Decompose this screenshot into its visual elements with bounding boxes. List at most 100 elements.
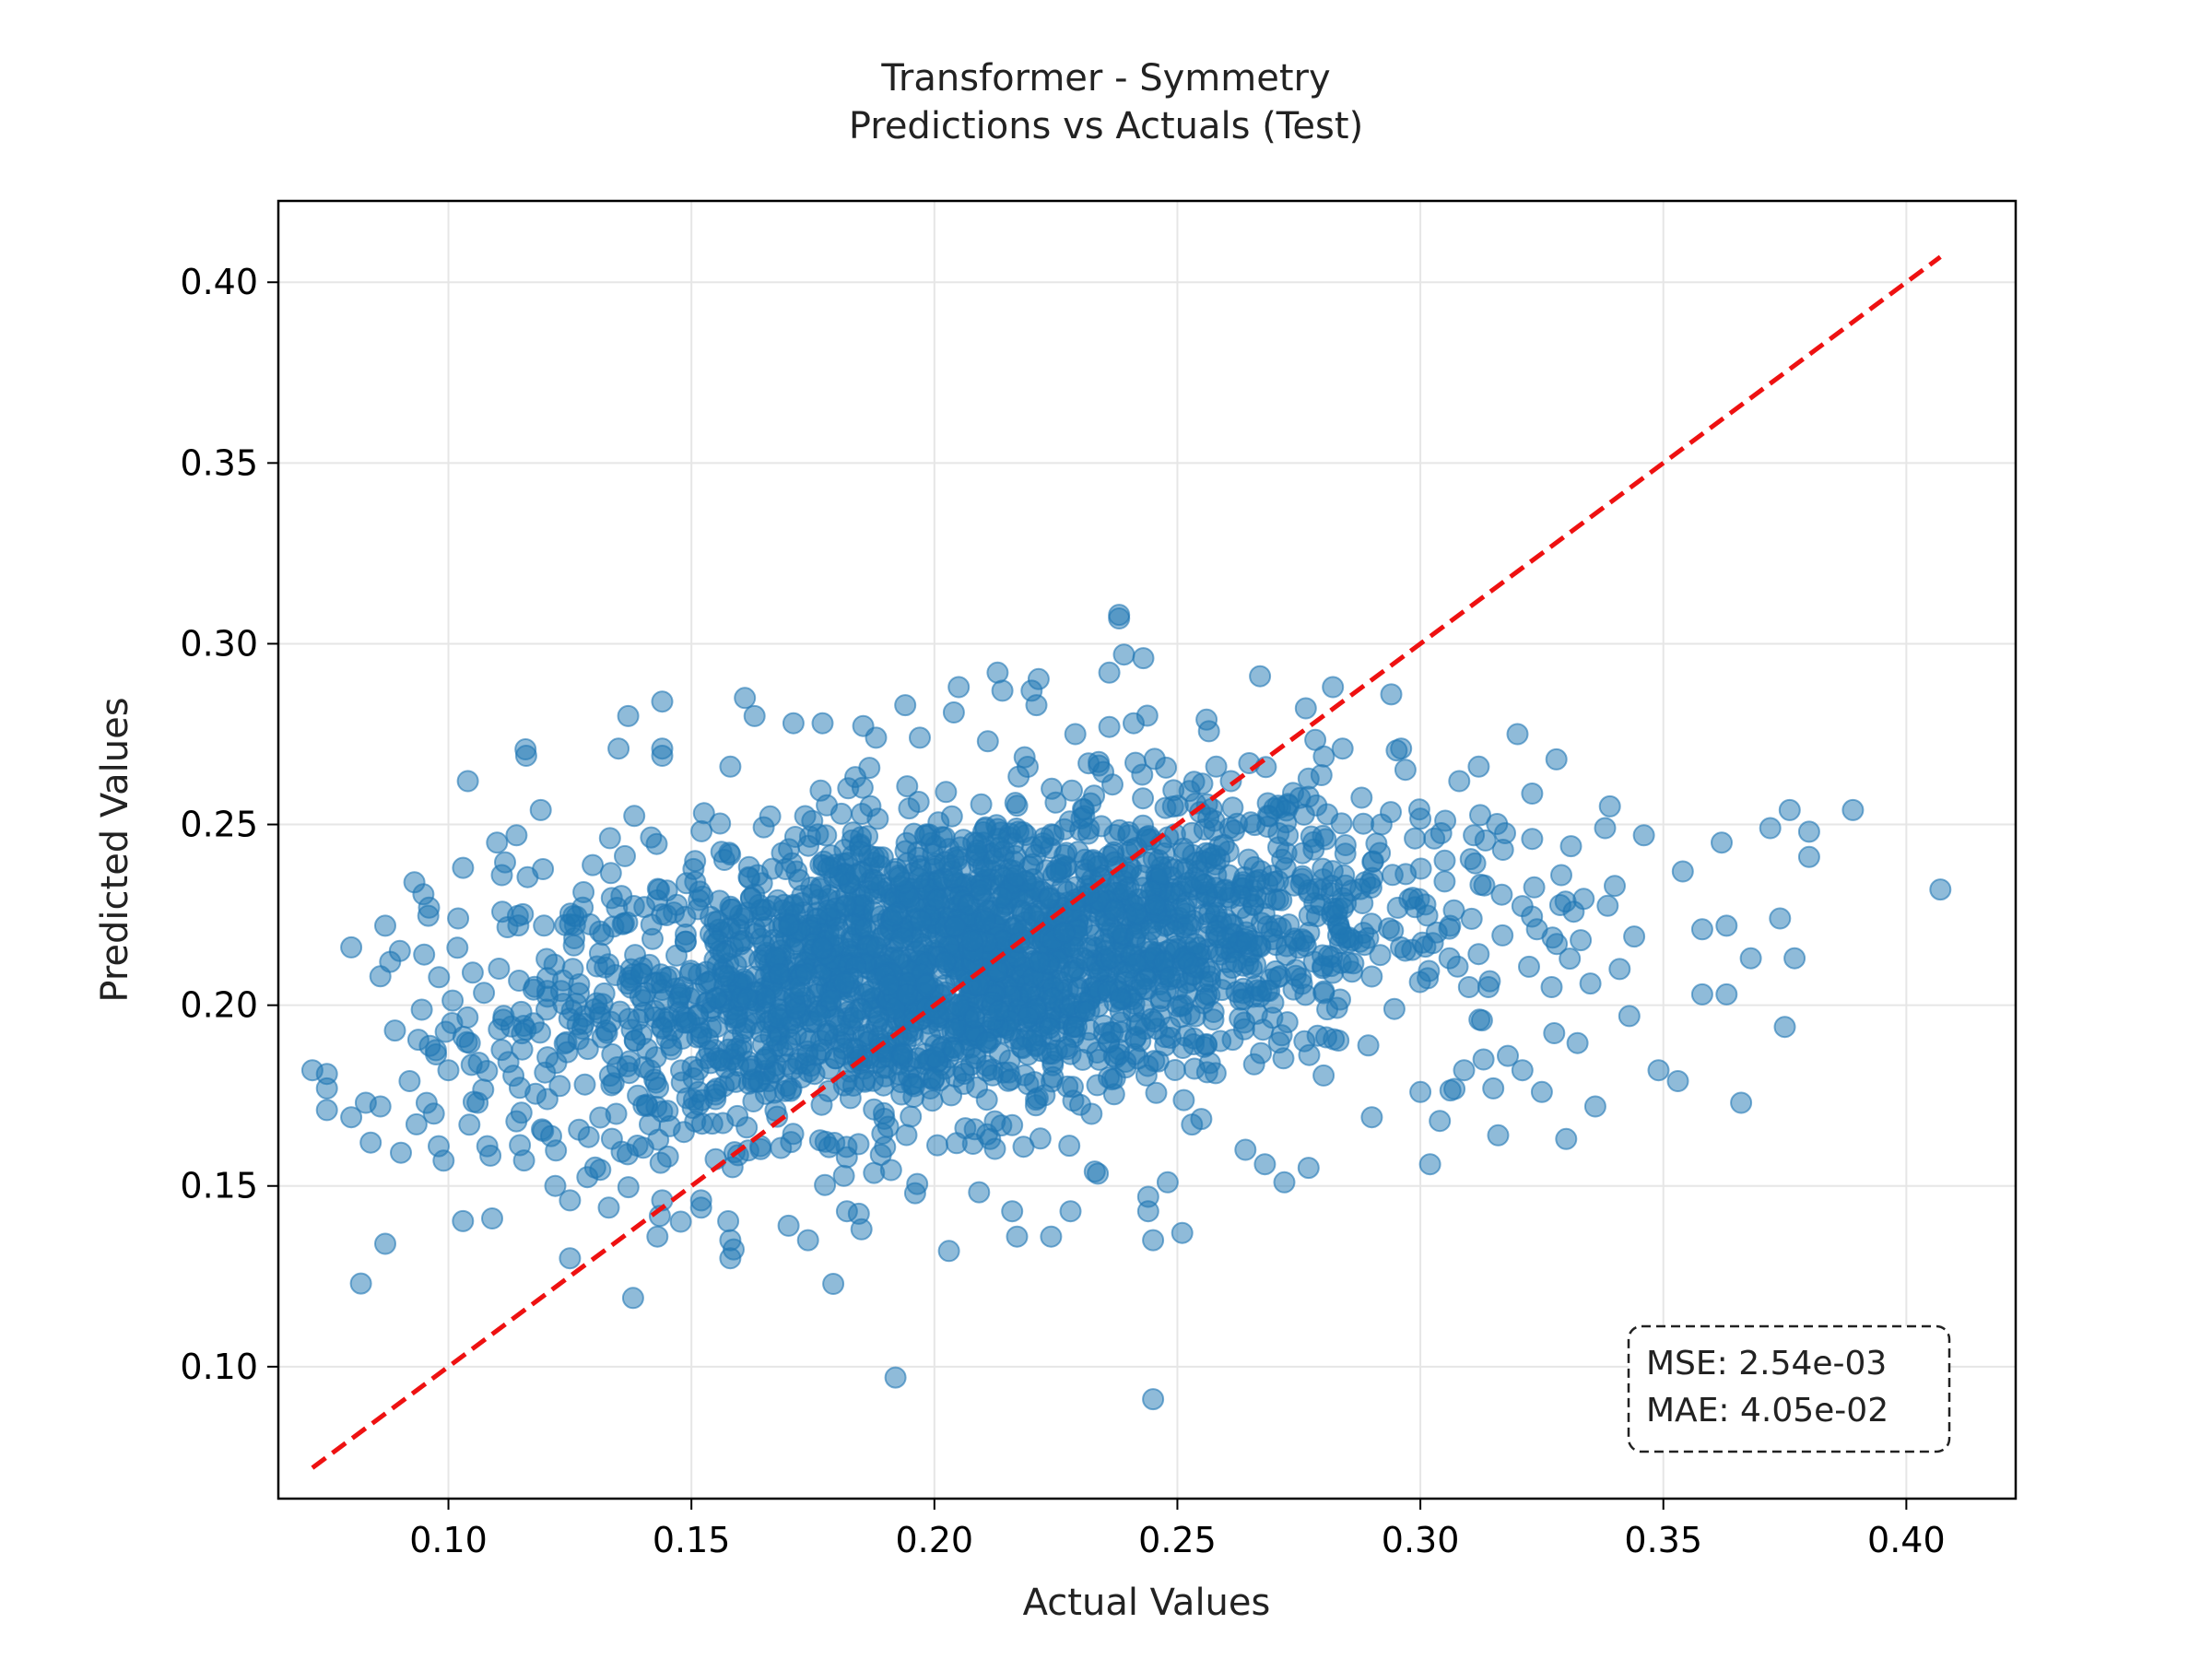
scatter-point: [559, 1247, 582, 1270]
scatter-point: [890, 1083, 913, 1106]
scatter-point: [830, 802, 853, 825]
scatter-point: [466, 1091, 489, 1114]
scatter-point: [529, 798, 552, 821]
scatter-point: [481, 1207, 503, 1230]
scatter-point: [975, 1030, 998, 1053]
scatter-point: [418, 1034, 441, 1057]
scatter-point: [623, 805, 646, 828]
scatter-point: [782, 1123, 805, 1146]
scatter-point: [991, 679, 1014, 702]
scatter-point: [1100, 1068, 1124, 1091]
scatter-point: [1012, 1135, 1035, 1159]
scatter-point: [747, 864, 770, 887]
scatter-point: [658, 1114, 681, 1137]
scatter-point: [1425, 921, 1448, 944]
y-tick-label: 0.20: [180, 985, 258, 1026]
scatter-point: [935, 781, 958, 804]
scatter-point: [1132, 787, 1155, 810]
scatter-point: [1032, 827, 1055, 850]
scatter-point: [1236, 905, 1259, 928]
metrics-box-frame: [1627, 1324, 1951, 1453]
scatter-point: [987, 960, 1009, 983]
scatter-point: [1123, 712, 1145, 735]
scatter-point: [1467, 755, 1490, 778]
scatter-point: [607, 737, 630, 760]
scatter-point: [1550, 864, 1572, 887]
scatter-point: [947, 994, 971, 1018]
scatter-point: [1385, 739, 1408, 762]
scatter-point: [1053, 843, 1077, 866]
scatter-point: [933, 826, 956, 849]
scatter-point: [441, 989, 465, 1012]
scatter-point: [937, 1240, 960, 1263]
scatter-point: [1497, 1044, 1519, 1067]
scatter-point: [349, 1272, 372, 1295]
scatter-point: [1038, 887, 1060, 910]
scatter-point: [1518, 955, 1540, 978]
x-tick-label: 0.40: [1867, 1520, 1946, 1560]
scatter-point: [315, 1077, 338, 1100]
scatter-point: [467, 1052, 490, 1075]
scatter-point: [801, 809, 824, 832]
scatter-point: [1316, 803, 1339, 826]
scatter-point: [655, 904, 678, 926]
scatter-point: [835, 1135, 858, 1159]
scatter-point: [1477, 976, 1500, 998]
x-tick-label: 0.15: [653, 1520, 731, 1560]
scatter-point: [926, 1134, 948, 1157]
scatter-point: [1045, 1039, 1068, 1062]
scatter-point: [1690, 918, 1713, 941]
scatter-point: [1598, 794, 1621, 818]
scatter-point: [651, 745, 674, 767]
scatter-point: [822, 1273, 845, 1295]
scatter-point: [1312, 982, 1335, 1005]
scatter-point: [1061, 779, 1083, 802]
scatter-point: [1142, 1229, 1165, 1252]
scatter-point: [1252, 1018, 1275, 1041]
scatter-point: [1491, 924, 1514, 947]
scatter-point: [1108, 818, 1131, 841]
scatter-point: [509, 1134, 532, 1157]
scatter-point: [796, 1229, 819, 1252]
scatter-point: [1583, 1095, 1606, 1118]
scatter-point: [1523, 876, 1546, 899]
scatter-point: [1112, 643, 1135, 666]
scatter-point: [942, 701, 965, 724]
scatter-point: [1044, 791, 1067, 814]
scatter-point: [1511, 1059, 1534, 1082]
scatter-point: [623, 1030, 646, 1052]
scatter-point: [1171, 1037, 1194, 1059]
scatter-point: [709, 812, 732, 835]
scatter-point: [1442, 899, 1465, 922]
scatter-point: [1064, 723, 1087, 746]
scatter-point: [1103, 900, 1126, 923]
scatter-point: [831, 1037, 854, 1060]
scatter-point: [884, 997, 907, 1020]
scatter-point: [1841, 798, 1865, 821]
scatter-point: [1288, 786, 1312, 809]
scatter-point: [1041, 1065, 1065, 1088]
scatter-point: [851, 776, 874, 799]
scatter-point: [877, 1115, 900, 1138]
scatter-point: [1233, 1011, 1256, 1034]
scatter-point: [617, 704, 640, 727]
scatter-point: [810, 1039, 833, 1061]
scatter-point: [768, 962, 791, 985]
mse-metric: MSE: 2.54e-03: [1646, 1345, 1887, 1382]
scatter-point: [1013, 746, 1036, 769]
scatter-point: [1001, 1200, 1024, 1223]
scatter-point: [817, 856, 840, 879]
scatter-point: [1290, 972, 1313, 995]
scatter-point: [802, 883, 825, 906]
scatter-point: [1470, 1009, 1493, 1032]
scatter-point: [1079, 792, 1102, 815]
scatter-point: [432, 1149, 455, 1172]
scatter-point: [535, 947, 559, 971]
scatter-point: [700, 1112, 724, 1135]
scatter-point: [960, 929, 983, 952]
scatter-point: [1559, 947, 1582, 971]
scatter-point: [544, 1174, 567, 1197]
scatter-point: [1414, 893, 1437, 916]
scatter-point: [987, 999, 1010, 1022]
scatter-point: [1249, 665, 1272, 688]
